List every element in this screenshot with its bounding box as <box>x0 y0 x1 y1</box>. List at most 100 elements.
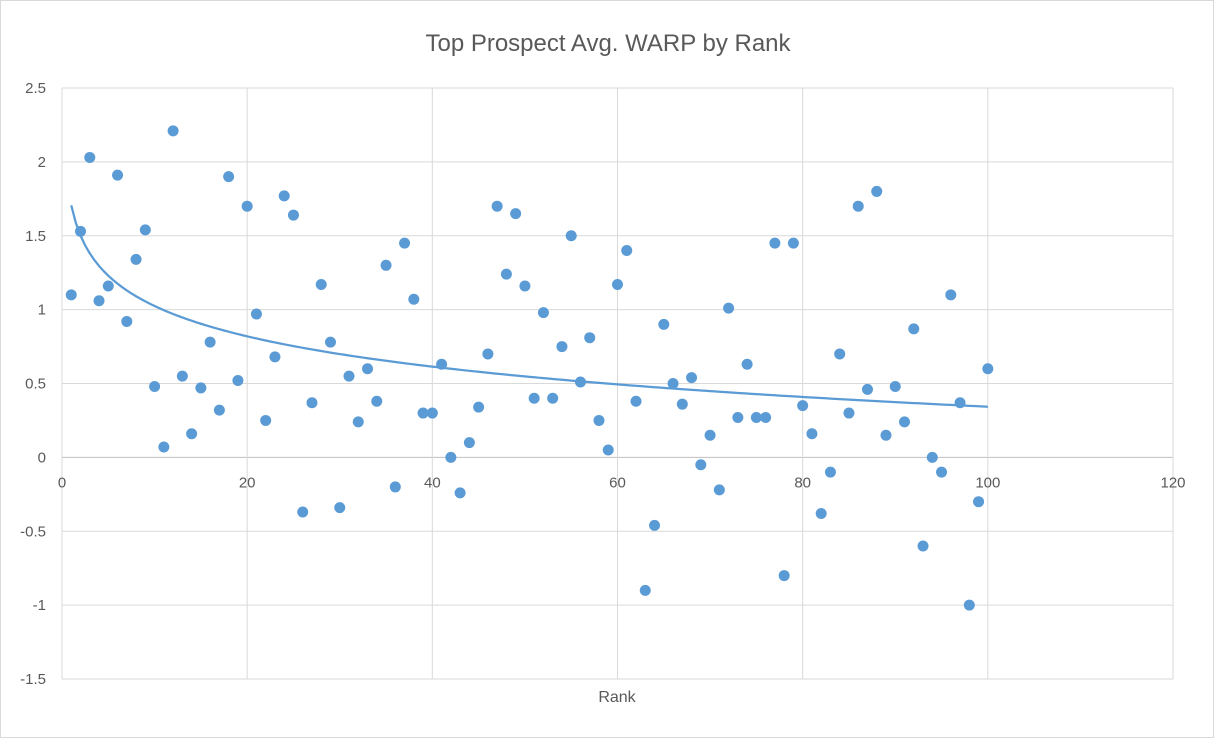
y-tick-label: 1 <box>38 302 46 319</box>
data-point <box>84 151 96 163</box>
data-point <box>723 302 735 314</box>
data-point <box>75 225 87 237</box>
data-point <box>204 336 216 348</box>
data-point <box>352 416 364 428</box>
data-point <box>982 363 994 375</box>
data-point <box>806 428 818 440</box>
data-point <box>343 370 355 382</box>
data-point <box>547 392 559 404</box>
data-point <box>917 540 929 552</box>
data-point <box>732 411 744 423</box>
data-point <box>621 245 633 257</box>
data-point <box>112 169 124 181</box>
data-point <box>936 466 948 478</box>
data-point <box>861 383 873 395</box>
data-point <box>149 380 161 392</box>
data-point <box>880 429 892 441</box>
data-point <box>695 459 707 471</box>
data-point <box>362 363 374 375</box>
data-point <box>186 428 198 440</box>
x-tick-label: 120 <box>1160 474 1185 491</box>
data-point <box>769 237 781 249</box>
data-point <box>612 279 623 291</box>
data-point <box>482 348 494 360</box>
data-point <box>630 395 642 407</box>
data-point <box>676 398 688 410</box>
chart-title: Top Prospect Avg. WARP by Rank <box>425 30 791 57</box>
data-point <box>760 411 772 423</box>
data-point <box>528 392 540 404</box>
data-point <box>93 295 105 307</box>
data-point <box>824 466 836 478</box>
data-point <box>454 487 466 499</box>
data-point <box>713 484 725 496</box>
x-axis-label: Rank <box>598 689 636 706</box>
x-axis-ticks: 0 20 40 60 80 100 120 <box>58 474 1186 491</box>
x-tick-label: 100 <box>975 474 1000 491</box>
data-point <box>889 380 901 392</box>
data-point <box>593 414 605 426</box>
data-point <box>973 496 985 508</box>
y-tick-label: 1.5 <box>25 228 46 245</box>
data-point <box>500 268 512 280</box>
data-point <box>389 481 401 493</box>
data-point <box>232 375 244 387</box>
data-point <box>139 224 151 236</box>
data-point <box>417 407 429 419</box>
data-point <box>278 190 290 202</box>
y-tick-label: 2 <box>38 154 46 171</box>
data-point <box>584 332 596 344</box>
data-point <box>815 508 827 520</box>
data-point <box>565 230 577 242</box>
data-point <box>324 336 336 348</box>
trendline <box>70 205 988 408</box>
data-point <box>658 318 670 330</box>
data-point <box>649 519 661 531</box>
data-point <box>223 171 235 183</box>
x-tick-label: 40 <box>424 474 441 491</box>
data-point <box>130 253 142 265</box>
y-axis-ticks: -1.5 -1 -0.5 0 0.5 1 1.5 2 2.5 <box>20 80 46 688</box>
data-point <box>102 280 114 292</box>
data-point <box>797 400 809 412</box>
y-tick-label: -1 <box>33 597 46 614</box>
data-point <box>852 200 864 212</box>
data-points <box>65 125 994 611</box>
data-point <box>334 502 346 514</box>
data-point <box>519 280 531 292</box>
data-point <box>787 237 799 249</box>
data-point <box>260 414 272 426</box>
y-tick-label: -0.5 <box>20 523 46 540</box>
data-point <box>121 315 133 327</box>
data-point <box>926 451 938 463</box>
data-point <box>167 125 179 137</box>
x-tick-label: 0 <box>58 474 66 491</box>
data-point <box>834 348 846 360</box>
data-point <box>741 358 753 370</box>
data-point <box>537 307 549 319</box>
x-tick-label: 80 <box>794 474 811 491</box>
data-point <box>241 200 253 212</box>
data-point <box>195 382 207 394</box>
data-point <box>954 397 966 409</box>
y-tick-label: 2.5 <box>25 80 46 97</box>
data-point <box>269 351 281 363</box>
data-point <box>250 308 262 320</box>
data-point <box>65 289 77 301</box>
data-point <box>908 323 920 335</box>
data-point <box>871 185 883 197</box>
data-point <box>426 407 438 419</box>
data-point <box>510 208 522 220</box>
data-point <box>750 411 762 423</box>
y-tick-label: -1.5 <box>20 671 46 688</box>
x-tick-label: 60 <box>609 474 626 491</box>
y-tick-label: 0 <box>38 449 46 466</box>
data-point <box>315 279 327 291</box>
x-tick-label: 20 <box>239 474 256 491</box>
data-point <box>686 372 698 384</box>
data-point <box>399 237 411 249</box>
data-point <box>176 370 188 382</box>
data-point <box>463 437 475 449</box>
data-point <box>408 293 420 305</box>
